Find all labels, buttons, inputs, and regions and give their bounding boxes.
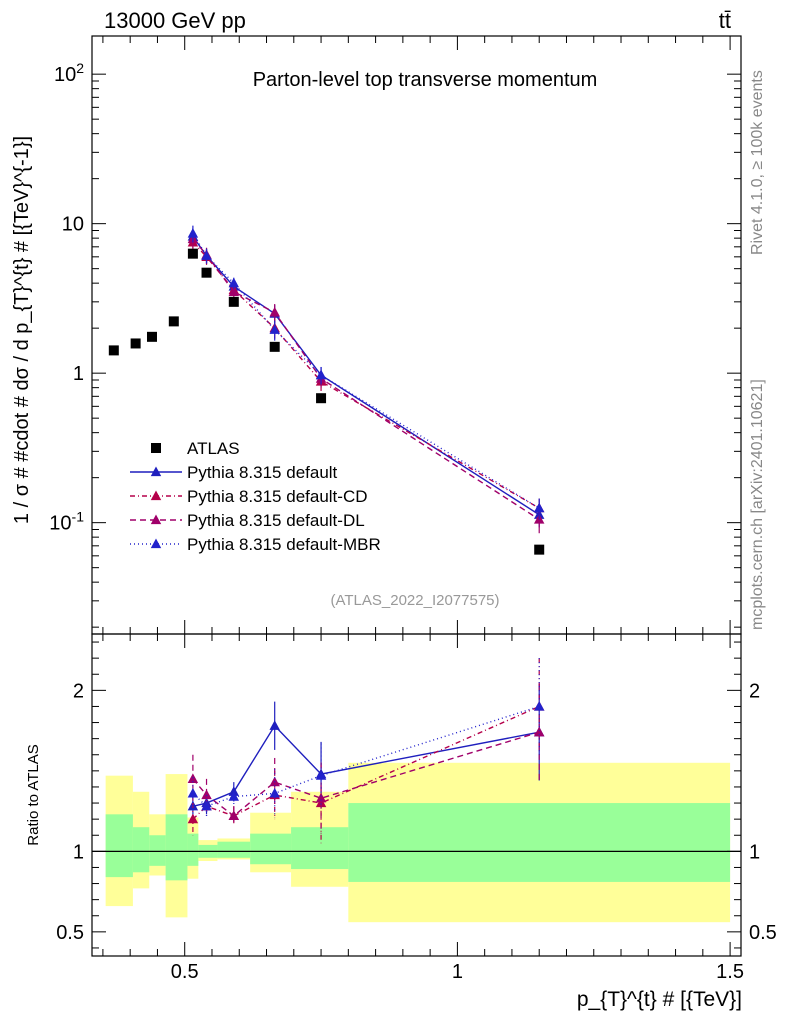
x-tick-label: 1.5 bbox=[716, 961, 744, 983]
main-y-tick-label: 102 bbox=[54, 60, 84, 86]
ratio-frame bbox=[91, 633, 742, 957]
main-series-2-point bbox=[228, 286, 240, 296]
ratio-series-line-3 bbox=[192, 705, 540, 808]
legend-marker-1 bbox=[150, 490, 162, 501]
x-axis-label: p_{T}^{t} # [{TeV}] bbox=[577, 988, 742, 1011]
uncertainty-band-stat bbox=[348, 803, 731, 882]
uncertainty-band-stat bbox=[187, 833, 199, 866]
main-series-3-point bbox=[201, 250, 212, 260]
energy-label: 13000 GeV pp bbox=[104, 8, 246, 33]
ratio-axis-ticks: 0.5 0.5 1 1 2 2 0.5 1 1.5 bbox=[56, 634, 777, 983]
main-series-line-0 bbox=[192, 236, 540, 516]
main-series-3-point bbox=[269, 324, 280, 334]
atlas-data-point bbox=[534, 544, 545, 555]
ratio-series-0-point bbox=[269, 720, 280, 730]
main-panel: 10-1 1 10 102 Parton-level top transverse m… bbox=[11, 35, 742, 635]
x-tick-label: 0.5 bbox=[171, 961, 199, 983]
atlas-data-point bbox=[269, 341, 280, 352]
main-series-3-point bbox=[228, 277, 240, 288]
atlas-data-point bbox=[130, 338, 141, 349]
uncertainty-band-stat bbox=[132, 827, 150, 873]
rivet-label: Rivet 4.1.0, ≥ 100k events bbox=[749, 70, 766, 255]
uncertainty-band-stat bbox=[149, 835, 166, 866]
ratio-panel: 0.5 0.5 1 1 2 2 0.5 1 1.5 Ratio to ATLAS p_{T}^{… bbox=[25, 633, 777, 1011]
uncertainty-band-stat bbox=[217, 841, 251, 858]
ratio-series-1-point bbox=[187, 813, 199, 824]
atlas-data-point bbox=[168, 316, 179, 327]
main-series-2-point bbox=[269, 306, 280, 317]
atlas-data-point bbox=[187, 248, 198, 259]
ratio-y-tick-label-left: 2 bbox=[73, 680, 84, 702]
legend-label-1: Pythia 8.315 default-CD bbox=[187, 487, 368, 506]
main-series-3-point bbox=[187, 227, 199, 238]
legend-marker-2 bbox=[150, 514, 162, 525]
atlas-data-point bbox=[316, 393, 327, 404]
process-label: tt̄ bbox=[719, 8, 731, 33]
legend-label-0: Pythia 8.315 default bbox=[187, 463, 338, 482]
ratio-series-2-point bbox=[315, 792, 327, 803]
uncertainty-band-stat bbox=[250, 833, 292, 865]
ratio-plot-content bbox=[92, 658, 741, 923]
uncertainty-band-stat bbox=[165, 814, 188, 881]
main-title: Parton-level top transverse momentum bbox=[253, 69, 598, 91]
ratio-series-3-point bbox=[315, 770, 327, 780]
legend: ATLAS Pythia 8.315 default Pythia 8.315 de… bbox=[130, 439, 381, 554]
main-series-3-point bbox=[533, 502, 545, 513]
ratio-y-tick-label-right: 2 bbox=[749, 680, 760, 702]
main-y-tick-label: 10 bbox=[62, 214, 84, 236]
mcplots-label: mcplots.cern.ch [arXiv:2401.10621] bbox=[749, 379, 766, 630]
atlas-data-point bbox=[201, 267, 212, 278]
legend-label-2: Pythia 8.315 default-DL bbox=[187, 511, 365, 530]
ratio-series-3-point bbox=[187, 787, 199, 798]
main-y-axis-label: 1 / σ # #cdot # dσ / d p_{T}^{t} # [{TeV… bbox=[11, 136, 33, 524]
ratio-y-tick-label-right: 0.5 bbox=[749, 922, 777, 944]
uncertainty-band-stat bbox=[105, 814, 133, 878]
legend-marker-3 bbox=[150, 538, 162, 549]
uncertainty-band-stat bbox=[291, 827, 349, 870]
atlas-data-point bbox=[146, 331, 157, 342]
legend-label-3: Pythia 8.315 default-MBR bbox=[187, 535, 381, 554]
ratio-series-1-point bbox=[315, 797, 327, 808]
ratio-series-2-point bbox=[228, 810, 240, 821]
ratio-series-3-point bbox=[228, 791, 240, 801]
legend-marker-0 bbox=[150, 466, 162, 477]
ratio-series-2-point bbox=[201, 789, 212, 800]
ratio-y-axis-label: Ratio to ATLAS bbox=[25, 744, 42, 845]
atlas-data-point bbox=[228, 296, 239, 307]
ratio-series-2-point bbox=[533, 726, 545, 737]
main-plot-content bbox=[108, 225, 545, 555]
x-tick-label: 1 bbox=[452, 961, 463, 983]
main-y-tick-label: 10-1 bbox=[49, 509, 84, 535]
ratio-series-3-point bbox=[201, 800, 212, 811]
atlas-data-point bbox=[108, 345, 119, 356]
main-y-tick-label: 1 bbox=[73, 363, 84, 385]
watermark: (ATLAS_2022_I2077575) bbox=[330, 592, 499, 609]
main-series-3-point bbox=[315, 369, 327, 380]
legend-marker-atlas bbox=[151, 443, 161, 453]
ratio-series-3-point bbox=[269, 787, 280, 798]
legend-label-atlas: ATLAS bbox=[187, 439, 240, 458]
ratio-y-tick-label-left: 0.5 bbox=[56, 922, 84, 944]
ratio-y-tick-label-left: 1 bbox=[73, 841, 84, 863]
main-y-ticks: 10-1 1 10 102 bbox=[49, 36, 741, 634]
ratio-y-tick-label-right: 1 bbox=[749, 841, 760, 863]
ratio-series-3-point bbox=[533, 700, 545, 711]
ratio-series-line-2 bbox=[192, 731, 540, 817]
